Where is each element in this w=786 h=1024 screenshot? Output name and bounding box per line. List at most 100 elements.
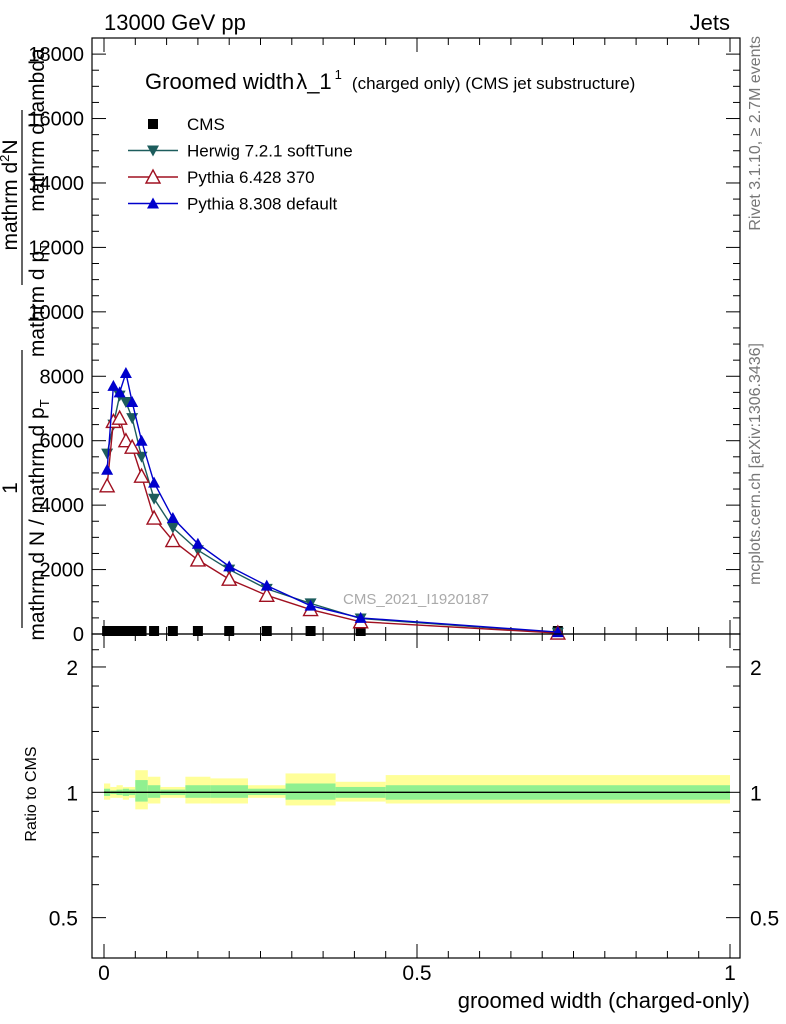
x-tick-label: 0.5 xyxy=(402,962,431,985)
data-point xyxy=(261,626,272,636)
title-symbol: λ_1 xyxy=(296,69,331,94)
y-tick-label: 8000 xyxy=(40,366,85,388)
data-point xyxy=(145,509,163,525)
series-2 xyxy=(98,409,567,640)
legend-label: Herwig 7.2.1 softTune xyxy=(187,142,353,161)
legend-label: CMS xyxy=(187,115,225,134)
y-tick-label: 6000 xyxy=(40,431,85,453)
title-main: Groomed width xyxy=(145,69,294,94)
ratio-ticks: 0.5 0.5 1 1 2 2 0 0.5 1 xyxy=(49,634,779,985)
y-tick-label: 10000 xyxy=(28,302,84,324)
ratio-bands-layer xyxy=(104,770,730,810)
data-point xyxy=(192,626,203,636)
rivet-version-label: Rivet 3.1.10, ≥ 2.7M events xyxy=(747,36,764,231)
data-point xyxy=(135,434,148,446)
data-point xyxy=(102,626,113,636)
data-point xyxy=(148,476,161,488)
y-tick-label: 18000 xyxy=(28,44,84,66)
data-point xyxy=(260,579,273,591)
ratio-y-tick-label-right: 1 xyxy=(750,782,762,805)
data-point xyxy=(166,522,179,534)
ratio-inner-band xyxy=(185,785,211,798)
ylabel-frac1: mathrm d N / mathrm d pT xyxy=(26,399,52,640)
data-point xyxy=(126,396,139,408)
y-tick-label: 14000 xyxy=(28,173,84,195)
data-point xyxy=(119,397,132,409)
y-tick-label: 16000 xyxy=(28,109,84,131)
x-tick-label: 0 xyxy=(98,962,110,985)
header-right-label: Jets xyxy=(690,10,730,35)
data-point xyxy=(111,409,128,425)
ylabel-frac4: mathrm d lambda xyxy=(26,48,49,212)
data-point xyxy=(304,599,317,611)
data-point xyxy=(166,512,179,524)
ratio-y-tick-label: 1 xyxy=(66,782,78,805)
data-point xyxy=(133,467,150,483)
data-point xyxy=(101,463,114,475)
legend: CMS Herwig 7.2.1 softTune Pythia 6.428 370… xyxy=(128,115,353,214)
data-point xyxy=(113,386,126,398)
ratio-y-tick-label-right: 0.5 xyxy=(750,908,779,931)
analysis-watermark: CMS_2021_I1920187 xyxy=(343,591,489,608)
legend-marker xyxy=(147,145,159,157)
y-tick-label: 12000 xyxy=(28,237,84,259)
data-point xyxy=(135,451,148,463)
ratio-y-tick-label: 2 xyxy=(66,657,78,680)
legend-marker xyxy=(144,168,162,184)
ratio-inner-band xyxy=(135,780,148,802)
data-point xyxy=(114,626,125,636)
y-tick-label: 2000 xyxy=(40,560,85,582)
data-point xyxy=(119,367,132,379)
data-point xyxy=(221,570,238,586)
ylabel-frac2: mathrm d2N xyxy=(0,139,22,250)
ratio-inner-band xyxy=(147,785,161,798)
main-plot-title: Groomed widthλ_1 1 (charged only) (CMS jet… xyxy=(145,67,635,94)
data-point xyxy=(354,611,367,623)
data-point xyxy=(258,586,275,603)
ratio-inner-band xyxy=(285,783,336,800)
title-superscript: 1 xyxy=(335,67,342,82)
ratio-plot-frame xyxy=(91,633,741,959)
data-point xyxy=(149,626,160,636)
data-point xyxy=(305,626,316,636)
data-point xyxy=(148,493,161,505)
data-point xyxy=(101,448,114,460)
ratio-y-tick-label-right: 2 xyxy=(750,657,762,680)
data-point xyxy=(223,560,236,572)
series-line xyxy=(106,370,558,633)
mcplots-label: mcplots.cern.ch [arXiv:1306.3436] xyxy=(747,343,764,585)
main-series-layer xyxy=(98,367,567,640)
data-point xyxy=(120,626,131,636)
main-y-ticks: 0 2000 4000 6000 8000 10000 12000 14000 16000 180… xyxy=(28,38,740,646)
ylabel-one: 1 xyxy=(0,482,22,494)
legend-marker xyxy=(147,197,159,209)
series-line xyxy=(106,394,558,634)
data-point xyxy=(167,626,178,636)
data-point xyxy=(164,532,182,548)
data-point xyxy=(136,626,147,636)
legend-marker xyxy=(148,119,158,129)
data-point xyxy=(123,438,141,454)
data-point xyxy=(127,626,138,636)
main-y-axis-label: 1 mathrm d N / mathrm d pT mathrm d2N ma… xyxy=(0,48,52,641)
data-point xyxy=(108,626,119,636)
data-point xyxy=(98,477,116,493)
legend-label: Pythia 8.308 default xyxy=(187,195,338,214)
data-point xyxy=(355,626,366,636)
ratio-y-axis-label: Ratio to CMS xyxy=(23,746,40,841)
data-point xyxy=(191,537,204,549)
ylabel-frac3: mathrm d pT xyxy=(26,243,52,357)
ratio-y-tick-label: 0.5 xyxy=(49,908,78,931)
title-tail: (charged only) (CMS jet substructure) xyxy=(352,74,635,93)
y-tick-label: 0 xyxy=(73,624,84,646)
data-point xyxy=(117,432,135,448)
header-left-label: 13000 GeV pp xyxy=(104,10,246,35)
y-tick-label: 4000 xyxy=(40,495,85,517)
data-point xyxy=(224,626,235,636)
x-axis-label: groomed width (charged-only) xyxy=(458,988,750,1013)
data-point xyxy=(107,379,120,391)
data-point xyxy=(189,551,207,567)
series-3 xyxy=(101,367,564,638)
x-tick-label: 1 xyxy=(724,962,736,985)
